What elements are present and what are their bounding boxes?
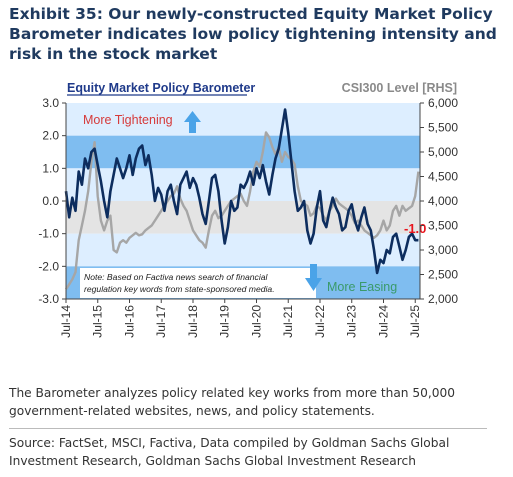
left-tick-label: 2.0 bbox=[42, 129, 59, 143]
x-axis-ticks: Jul-14 Jul-15 Jul-16 Jul-17 Jul-18 Jul-19 Jul-… bbox=[59, 299, 422, 338]
right-tick-label: 6,000 bbox=[428, 96, 458, 110]
band-upper-light bbox=[66, 168, 420, 201]
direction-arrows bbox=[184, 111, 322, 291]
left-tick-label: -1.0 bbox=[38, 227, 59, 241]
band-upper-dark bbox=[66, 135, 420, 169]
left-tick-label: -2.0 bbox=[38, 259, 59, 273]
band-top bbox=[66, 103, 420, 136]
right-tick-label: 5,000 bbox=[428, 145, 458, 159]
x-tick-label: Jul-25 bbox=[408, 305, 422, 338]
x-tick-label: Jul-15 bbox=[91, 305, 105, 338]
source-text: Source: FactSet, MSCI, Factiva, Data com… bbox=[9, 436, 450, 468]
right-tick-label: 2,500 bbox=[428, 268, 458, 282]
x-tick-label: Jul-19 bbox=[218, 305, 232, 338]
left-tick-label: 3.0 bbox=[42, 96, 59, 110]
series-layer bbox=[64, 108, 420, 290]
right-tick-label: 2,000 bbox=[428, 292, 458, 306]
latest-value-label: -1.0 bbox=[404, 221, 426, 236]
x-tick-label: Jul-14 bbox=[59, 305, 73, 338]
right-tick-label: 3,000 bbox=[428, 243, 458, 257]
easing-arrow-icon bbox=[305, 264, 322, 291]
right-axis-ticks: 6,000 5,500 5,000 4,500 4,000 3,500 3,000 2,500… bbox=[420, 96, 458, 306]
x-tick-label: Jul-21 bbox=[281, 305, 295, 338]
note-box: Note: Based on Factiva news search of fi… bbox=[80, 268, 316, 298]
divider bbox=[9, 428, 487, 429]
left-tick-label: -3.0 bbox=[38, 292, 59, 306]
left-axis-ticks: 3.0 2.0 1.0 0.0 -1.0 -2.0 -3.0 bbox=[38, 96, 66, 306]
x-tick-label: Jul-20 bbox=[249, 305, 263, 338]
chart-description: The Barometer analyzes policy related ke… bbox=[9, 386, 456, 418]
left-axis-title: Equity Market Policy Barometer bbox=[67, 81, 255, 95]
more-easing-label: More Easing bbox=[327, 280, 397, 294]
x-tick-label: Jul-23 bbox=[345, 305, 359, 338]
x-tick-label: Jul-18 bbox=[186, 305, 200, 338]
x-tick-label: Jul-24 bbox=[376, 305, 390, 338]
more-tightening-label: More Tightening bbox=[83, 113, 173, 127]
left-tick-label: 1.0 bbox=[42, 161, 59, 175]
right-tick-label: 4,000 bbox=[428, 194, 458, 208]
exhibit-title: Exhibit 35: Our newly-constructed Equity… bbox=[9, 5, 497, 63]
band-lower-light bbox=[66, 233, 420, 267]
x-tick-label: Jul-22 bbox=[313, 305, 327, 338]
barometer-line bbox=[64, 108, 419, 275]
right-tick-label: 4,500 bbox=[428, 170, 458, 184]
right-axis-title: CSI300 Level [RHS] bbox=[342, 81, 457, 95]
tightening-arrow-icon bbox=[184, 111, 201, 133]
left-tick-label: 0.0 bbox=[42, 194, 59, 208]
right-tick-label: 3,500 bbox=[428, 219, 458, 233]
note-text-line2: regulation key words from state-sponsore… bbox=[84, 284, 275, 294]
x-tick-label: Jul-17 bbox=[154, 305, 168, 338]
x-tick-label: Jul-16 bbox=[122, 305, 136, 338]
note-text-line1: Note: Based on Factiva news search of fi… bbox=[84, 272, 269, 282]
right-tick-label: 5,500 bbox=[428, 121, 458, 135]
